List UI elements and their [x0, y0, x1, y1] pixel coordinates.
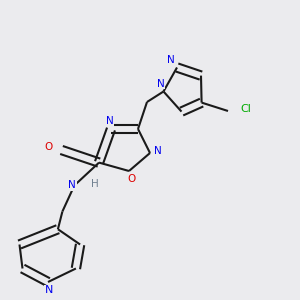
Text: N: N — [68, 180, 76, 190]
Text: N: N — [167, 55, 175, 65]
Text: N: N — [106, 116, 113, 127]
Text: H: H — [91, 179, 99, 189]
Text: N: N — [157, 79, 164, 89]
Text: Cl: Cl — [240, 104, 251, 115]
Text: O: O — [128, 174, 136, 184]
Text: O: O — [45, 142, 53, 152]
Text: N: N — [44, 285, 53, 296]
Text: N: N — [154, 146, 161, 157]
